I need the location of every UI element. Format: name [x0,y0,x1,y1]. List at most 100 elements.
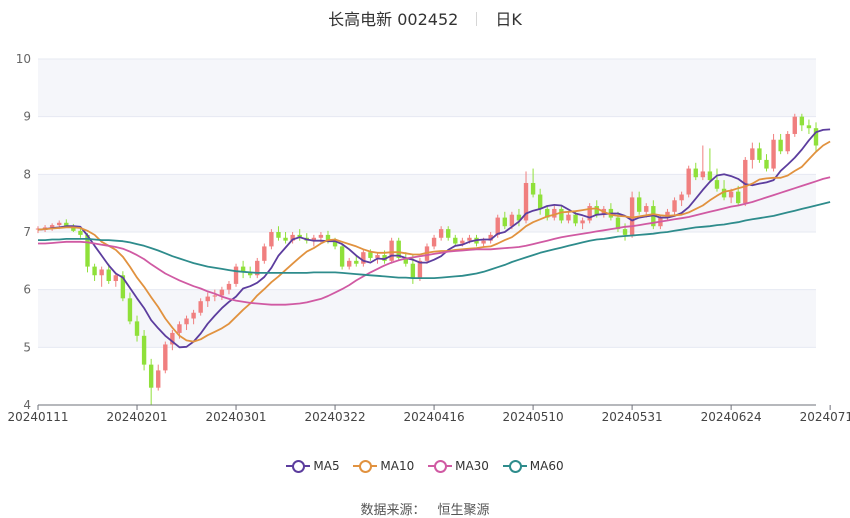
candle [148,358,154,405]
source-label: 数据来源： [360,503,426,518]
candle [736,185,741,207]
candle-body [113,275,118,282]
candle [240,260,246,279]
candle-body [594,206,599,215]
candle [396,237,401,261]
candle [707,148,713,183]
candle [693,162,698,181]
candle [354,255,359,267]
candle-body [537,194,543,209]
candle [516,208,522,227]
x-tick-label: 20240510 [503,410,564,424]
candle-body [665,211,670,218]
legend-label-ma30: MA30 [455,459,489,473]
period-label[interactable]: 日K [495,10,522,29]
candle-body [332,240,338,247]
legend-item-ma60[interactable]: MA60 [502,459,564,473]
candle-body [636,197,642,212]
candle [141,330,147,371]
legend-swatch-ma5 [286,459,311,473]
grid-band [38,174,816,232]
candle-body [559,208,564,221]
candle-body [431,237,437,247]
candle [389,237,394,264]
legend-item-ma30[interactable]: MA30 [428,459,489,473]
candle [799,113,805,132]
candle-body [672,200,677,212]
candle-body [318,234,324,238]
candle-body [693,168,698,178]
candle-body [64,222,69,227]
candle [771,133,776,172]
candle-body [502,217,507,227]
candle-body [516,214,522,221]
candle-body [523,182,529,221]
candle [502,211,507,230]
candle [120,271,126,302]
y-tick-label: 8 [23,167,31,181]
legend-label-ma5: MA5 [313,459,340,473]
candle-body [721,188,727,198]
x-tick-label: 20240301 [205,410,266,424]
series-line-ma60 [38,201,831,279]
grid-band [38,289,816,348]
candle-body [156,370,161,388]
candle-body [368,252,373,258]
candle-body [276,232,281,238]
x-axis: 20240111 20240201 20240301 20240322 20240416… [7,404,850,424]
candle [106,263,111,284]
candle-body [629,197,635,235]
candle-body [403,257,408,264]
candle-body [438,229,444,238]
candle-body [347,260,352,267]
candle [665,208,670,221]
candle-body [255,260,260,276]
candle-body [679,194,684,201]
candle-body [233,266,239,284]
candle-body [141,335,147,365]
candle-body [269,232,274,247]
chart-title: 长高电新 002452 日K [0,6,850,30]
candle-body [750,148,755,160]
legend-swatch-ma30 [428,459,453,473]
candle [156,364,161,391]
data-source: 数据来源： 恒生聚源 [0,499,850,518]
y-axis-labels: 4 5 6 7 8 9 10 [16,52,31,412]
legend-item-ma10[interactable]: MA10 [353,459,414,473]
candle-body [686,168,691,195]
candle-body [488,234,493,241]
candle [778,133,783,155]
x-tick-label: 20240712 [800,410,850,424]
candle [255,257,260,279]
candlesticks [35,113,819,405]
candle-body [778,139,783,152]
x-tick-label: 20240111 [7,410,68,424]
candle [764,154,769,172]
candle-body [530,182,536,195]
candle-body [92,266,97,276]
candle [552,206,557,221]
candle-body [163,344,168,371]
candle-body [389,240,394,261]
legend-label-ma10: MA10 [380,459,415,473]
candle [806,119,812,134]
legend-item-ma5[interactable]: MA5 [286,459,340,473]
candle-body [247,272,253,276]
candle [212,289,218,302]
candle [721,180,727,201]
candle-body [311,237,317,241]
candle-body [240,266,246,273]
candle [191,309,196,325]
candle-body [509,214,515,227]
candle-body [170,332,175,345]
candle-body [219,289,225,296]
candle-body [460,240,465,244]
legend-swatch-ma60 [502,459,527,473]
candle [792,113,797,137]
candle-body [792,116,797,134]
candle-body [49,225,55,228]
candle [714,168,720,192]
candle-body [134,321,140,336]
stock-name: 长高电新 002452 [328,10,459,29]
candle-body [467,237,472,241]
